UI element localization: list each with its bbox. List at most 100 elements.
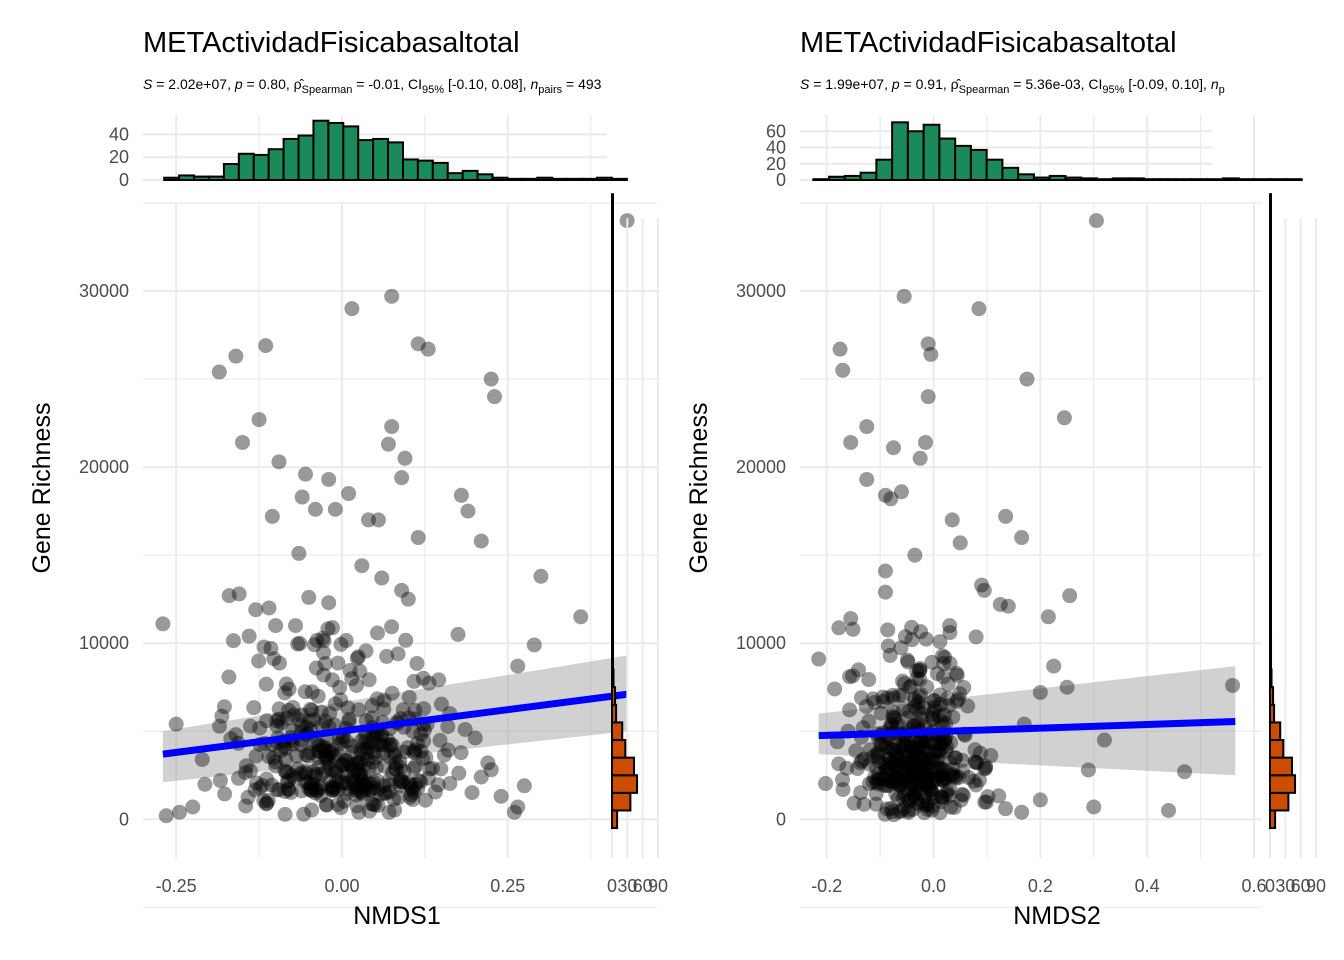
top-hist-tick-label: 20 xyxy=(766,154,786,174)
data-point xyxy=(185,799,201,815)
data-point xyxy=(923,346,939,362)
data-point xyxy=(924,785,940,801)
data-point xyxy=(506,804,522,820)
data-point xyxy=(842,702,858,718)
x-tick-label: 0.4 xyxy=(1135,876,1160,896)
data-point xyxy=(330,747,346,763)
data-point xyxy=(467,730,483,746)
data-point xyxy=(336,757,352,773)
data-point xyxy=(406,784,422,800)
data-point xyxy=(340,700,356,716)
data-point xyxy=(906,788,922,804)
data-point xyxy=(249,775,265,791)
data-point xyxy=(303,782,319,798)
data-point xyxy=(853,755,869,771)
top-hist-bar xyxy=(610,177,628,182)
data-point xyxy=(269,718,285,734)
data-point xyxy=(915,738,931,754)
data-point xyxy=(924,706,940,722)
data-point xyxy=(324,779,340,795)
subtitle-ci-value: [-0.10, 0.08], xyxy=(444,76,530,92)
right-hist-tick-label: 0 xyxy=(607,876,617,896)
data-point xyxy=(332,736,348,752)
data-point xyxy=(832,341,848,357)
data-point xyxy=(883,774,899,790)
top-hist-tick-label: 40 xyxy=(109,124,129,144)
data-point xyxy=(940,676,956,692)
data-point xyxy=(889,750,905,766)
data-point xyxy=(937,649,953,665)
top-hist-tick-label: 40 xyxy=(766,138,786,158)
data-point xyxy=(271,655,287,671)
data-point xyxy=(392,759,408,775)
data-point xyxy=(889,770,905,786)
data-point xyxy=(900,769,916,785)
data-point xyxy=(302,745,318,761)
data-point xyxy=(870,749,886,765)
data-point xyxy=(940,690,956,706)
right-hist-bar xyxy=(1269,510,1272,530)
data-point xyxy=(308,766,324,782)
data-point xyxy=(367,797,383,813)
data-point xyxy=(396,744,412,760)
data-point xyxy=(285,699,301,715)
right-hist-bar xyxy=(611,562,614,583)
scatter-plot-area: 0 10000 20000 30000 -0.2 0.0 0.2 0.4 0.6 xyxy=(736,202,1267,908)
data-point xyxy=(291,712,307,728)
data-point xyxy=(934,767,950,783)
data-point xyxy=(951,769,967,785)
data-point xyxy=(326,780,342,796)
data-point xyxy=(311,743,327,759)
data-point xyxy=(338,633,354,649)
top-hist-bar xyxy=(1158,178,1177,181)
data-point xyxy=(293,765,309,781)
data-point xyxy=(919,751,935,767)
data-point xyxy=(897,738,913,754)
top-hist-bar xyxy=(1095,178,1114,181)
x-tick-label: 0.2 xyxy=(1028,876,1053,896)
chart-title: METActividadFisicabasaltotal xyxy=(800,27,1177,59)
top-hist-bar xyxy=(969,148,988,181)
data-point xyxy=(936,732,952,748)
data-point xyxy=(971,772,987,788)
y-tick-label: 20000 xyxy=(736,457,786,477)
data-point xyxy=(297,684,313,700)
data-point xyxy=(891,778,907,794)
data-point xyxy=(366,745,382,761)
data-point xyxy=(303,776,319,792)
data-point xyxy=(972,745,988,761)
right-hist-bar xyxy=(1269,369,1272,389)
data-point xyxy=(369,773,385,789)
top-hist-bar xyxy=(1190,178,1209,181)
data-point xyxy=(483,762,499,778)
data-point xyxy=(911,767,927,783)
data-point xyxy=(908,732,924,748)
data-point xyxy=(411,773,427,789)
data-point xyxy=(938,716,954,732)
data-point xyxy=(933,742,949,758)
data-point xyxy=(901,793,917,809)
y-tick-label: 10000 xyxy=(736,633,786,653)
right-hist-bar xyxy=(1269,193,1272,213)
data-point xyxy=(861,776,877,792)
data-point xyxy=(480,755,496,771)
subtitle-n-symbol: n xyxy=(530,76,538,92)
data-point xyxy=(357,777,373,793)
chart-title: METActividadFisicabasaltotal xyxy=(143,27,520,59)
data-point xyxy=(919,777,935,793)
data-point xyxy=(1225,677,1241,693)
data-point xyxy=(896,800,912,816)
right-hist-bar xyxy=(611,369,614,389)
subtitle-stat-value: = 1.99e+07, xyxy=(809,76,892,92)
data-point xyxy=(858,699,874,715)
data-point xyxy=(320,749,336,765)
data-point xyxy=(906,787,922,803)
top-hist-bar xyxy=(891,121,909,181)
data-point xyxy=(926,736,942,752)
data-point xyxy=(916,700,932,716)
data-point xyxy=(453,487,469,503)
data-point xyxy=(942,781,958,797)
data-point xyxy=(861,713,877,729)
data-point xyxy=(231,586,247,602)
data-point xyxy=(360,775,376,791)
